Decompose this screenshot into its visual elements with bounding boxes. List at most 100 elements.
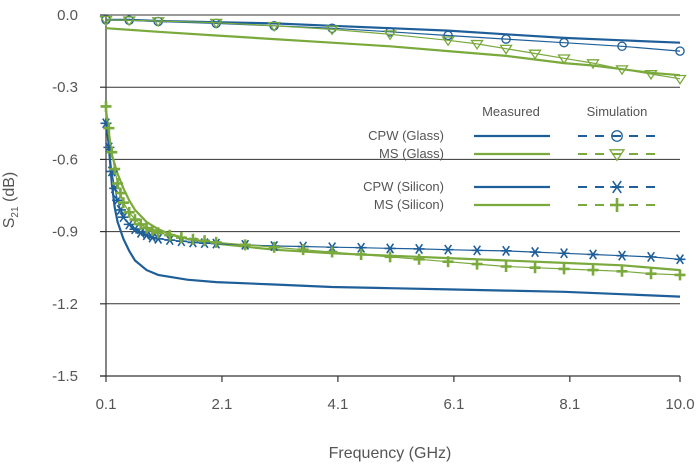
y-axis-label-subscript: 21 [10,206,21,218]
ms-silicon-simulation-point-28 [529,262,541,274]
ms-silicon-simulation-point-30 [587,264,599,276]
cpw-glass-simulation-point-11 [675,46,685,56]
ms-silicon-simulation-point-6 [117,197,129,209]
ms-glass-simulation-point-4 [267,21,281,32]
y-axis-label-main: S [1,218,18,229]
cpw-glass-simulation-point-10 [617,41,627,52]
cpw-glass-simulation-point-9 [559,37,569,48]
ms-glass-simulation-point-2 [151,17,165,28]
axes [100,14,681,382]
ms-glass-simulation-series [99,15,687,85]
ms-glass-simulation-point-1 [122,16,136,27]
ms-glass-simulation-point-7 [441,36,455,47]
legend-marker-1 [608,149,626,162]
cpw-glass-simulation-point-8 [501,34,511,44]
ms-silicon-simulation-point-25 [442,256,454,268]
cpw-silicon-simulation-line [105,123,681,260]
horizontal-gridlines [106,14,680,305]
x-axis-label: Frequency (GHz) [329,445,452,462]
ms-silicon-simulation-point-3 [109,163,121,175]
cpw-silicon-simulation-point-28 [529,246,541,258]
ms-silicon-simulation-point-5 [114,187,126,199]
ms-glass-simulation-point-0 [99,15,113,26]
legend-label-2: CPW (Silicon) [363,179,444,194]
ms-silicon-simulation-point-29 [558,263,570,275]
cpw-silicon-simulation-point-26 [471,245,483,256]
legend-header-measured: Measured [482,104,540,119]
ms-silicon-simulation-point-23 [384,251,396,263]
cpw-silicon-simulation-point-31 [616,250,628,261]
cpw-silicon-simulation-point-24 [413,243,425,255]
ms-silicon-simulation-point-31 [616,265,628,277]
ms-silicon-simulation-point-14 [175,232,187,244]
ms-glass-simulation-line [105,19,681,80]
y-tick-label-4: -1.2 [52,296,78,313]
ms-silicon-simulation-point-16 [199,235,211,247]
legend-label-3: MS (Silicon) [374,197,444,212]
legend-header-simulation: Simulation [587,104,648,119]
legend-marker-2 [610,180,624,194]
ms-glass-simulation-point-11 [557,54,571,65]
ms-silicon-simulation-point-10 [141,222,153,234]
cpw-silicon-simulation-point-22 [355,242,367,253]
ms-glass-simulation-point-9 [499,44,513,55]
ms-glass-simulation-point-14 [644,70,658,81]
ms-silicon-simulation-point-33 [674,269,686,281]
cpw-silicon-simulation-point-27 [500,245,512,256]
x-tick-label-5: 10.0 [665,396,694,413]
ms-glass-simulation-point-15 [673,74,687,85]
ms-silicon-simulation-point-26 [471,258,483,270]
ms-glass-simulation-point-5 [325,25,339,36]
cpw-silicon-simulation-point-29 [558,248,570,259]
legend-label-0: CPW (Glass) [368,128,444,143]
ms-silicon-simulation-point-9 [135,218,147,230]
ms-silicon-simulation-point-24 [413,253,425,265]
ms-silicon-simulation-point-20 [297,244,309,256]
ms-silicon-simulation-series [100,100,686,281]
ms-silicon-simulation-point-11 [146,224,158,236]
cpw-silicon-simulation-point-12 [152,233,164,244]
y-tick-label-2: -0.6 [52,151,78,168]
y-axis-label-group: S21 (dB) [1,172,21,228]
cpw-silicon-simulation-point-25 [442,244,454,255]
x-tick-label-4: 8.1 [559,396,580,413]
ms-glass-simulation-point-8 [470,39,484,51]
ms-silicon-simulation-point-2 [106,146,118,158]
ms-silicon-simulation-point-17 [210,236,222,248]
x-tick-label-0: 0.1 [96,396,117,413]
data-series [99,15,687,298]
y-tick-label-0: 0.0 [57,7,78,24]
y-tick-label-5: -1.5 [52,368,78,385]
tick-labels: 0.1 2.1 4.1 6.1 8.1 10.0 0.0 -0.3 -0.6 -0.9 -1.2 -1… [52,7,694,413]
cpw-silicon-simulation-point-7 [123,219,135,230]
ms-silicon-simulation-point-1 [103,122,115,134]
ms-silicon-simulation-point-7 [123,206,135,218]
ms-silicon-simulation-point-0 [100,100,112,112]
y-tick-label-3: -0.9 [52,224,78,241]
ms-glass-simulation-point-6 [383,30,397,41]
ms-glass-simulation-point-13 [615,65,629,76]
ms-silicon-simulation-line [105,106,681,276]
svg-text:S21 (dB): S21 (dB) [1,172,21,228]
ms-silicon-simulation-point-21 [326,246,338,258]
ms-silicon-simulation-point-12 [152,227,164,239]
legend-label-1: MS (Glass) [379,146,444,161]
legend-entry-0: CPW (Glass) [368,128,656,143]
legend-marker-0 [611,130,623,142]
ms-silicon-simulation-point-4 [112,177,124,189]
ms-silicon-simulation-point-32 [645,268,657,280]
ms-silicon-simulation-point-27 [500,260,512,272]
x-tick-label-2: 4.1 [327,396,348,413]
ms-silicon-simulation-point-15 [187,233,199,245]
legend-entry-3: MS (Silicon) [374,197,656,212]
legend: Measured Simulation CPW (Glass) MS (Glass) C… [363,104,656,212]
ms-silicon-simulation-point-18 [239,239,251,251]
ms-glass-simulation-point-12 [586,59,600,70]
x-tick-label-3: 6.1 [443,396,464,413]
cpw-silicon-simulation-point-23 [384,243,396,254]
ms-silicon-simulation-point-13 [164,229,176,241]
x-tick-label-1: 2.1 [212,396,233,413]
cpw-silicon-simulation-point-33 [674,254,686,265]
cpw-silicon-simulation-point-32 [645,251,657,263]
